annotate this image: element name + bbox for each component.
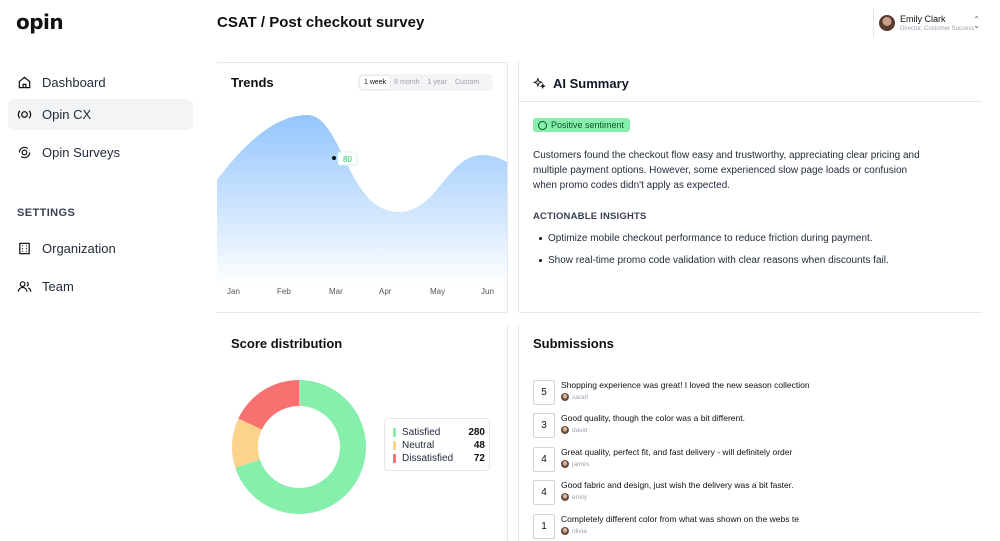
submission-text: Completely different color from what was… (561, 514, 799, 524)
score-legend: Satisfied 280 Neutral 48 Dissatisfied 72 (384, 418, 490, 471)
insights-heading: ACTIONABLE INSIGHTS (533, 211, 647, 222)
score-box: 3 (533, 413, 555, 438)
score-box: 4 (533, 447, 555, 472)
range-selector: 1 week 6 month 1 year Custom (358, 74, 493, 91)
score-box: 5 (533, 380, 555, 405)
submission-text: Good fabric and design, just wish the de… (561, 480, 794, 490)
submission-row[interactable]: 3 Good quality, though the color was a b… (533, 413, 953, 441)
building-icon (19, 242, 30, 255)
sidebar-item-label: Opin Surveys (42, 145, 121, 160)
bullet-icon (539, 237, 542, 240)
sidebar-item-opin-cx[interactable]: Opin CX (8, 99, 193, 130)
sidebar-item-organization[interactable]: Organization (8, 233, 193, 264)
donut-slice-dissatisfied (238, 380, 299, 430)
user-role: Director, Customer Success (900, 25, 975, 32)
settings-heading: SETTINGS (17, 207, 76, 219)
trends-area-chart: 80 (217, 115, 507, 285)
trends-title: Trends (231, 75, 274, 90)
avatar (561, 493, 569, 501)
sidebar-item-team[interactable]: Team (8, 271, 193, 302)
submission-text: Shopping experience was great! I loved t… (561, 380, 810, 390)
range-custom[interactable]: Custom (454, 79, 480, 86)
trend-tooltip: 80 (337, 151, 358, 166)
surveys-icon (18, 146, 31, 159)
donut-slice-satisfied (235, 380, 366, 514)
submission-user: olivia (561, 527, 587, 535)
user-menu[interactable]: Emily Clark Director, Customer Success ⌃… (873, 8, 983, 38)
submission-user: david (561, 426, 588, 434)
legend-item-neutral: Neutral 48 (393, 439, 485, 452)
smiley-icon (538, 120, 547, 130)
submission-user: emily (561, 493, 587, 501)
month-label: May (430, 287, 446, 296)
avatar (561, 460, 569, 468)
submissions-title: Submissions (533, 336, 614, 351)
score-donut-chart (232, 380, 366, 514)
month-label: Mar (329, 287, 343, 296)
home-icon (18, 76, 31, 89)
range-1-year[interactable]: 1 year (427, 79, 447, 86)
avatar (561, 426, 569, 434)
avatar (879, 15, 895, 31)
legend-swatch (393, 441, 396, 450)
submission-text: Great quality, perfect fit, and fast del… (561, 447, 793, 457)
insight-item: Show real-time promo code validation wit… (539, 255, 889, 266)
brand-logo[interactable]: opin (16, 10, 64, 34)
avatar (561, 393, 569, 401)
sidebar-item-dashboard[interactable]: Dashboard (8, 67, 193, 98)
submission-user: james (561, 460, 589, 468)
month-label: Jun (481, 287, 494, 296)
bullet-icon (539, 259, 542, 262)
users-icon (17, 281, 32, 292)
page-title: CSAT / Post checkout survey (217, 14, 425, 31)
sentiment-badge: Positive sentiment (533, 118, 631, 132)
legend-swatch (393, 428, 396, 437)
submission-row[interactable]: 5 Shopping experience was great! I loved… (533, 380, 953, 408)
range-1-week[interactable]: 1 week (360, 76, 391, 89)
month-label: Apr (379, 287, 392, 296)
avatar (561, 527, 569, 535)
score-box: 4 (533, 480, 555, 505)
insight-item: Optimize mobile checkout performance to … (539, 233, 873, 244)
score-distribution-title: Score distribution (231, 336, 343, 351)
donut-slice-neutral (232, 418, 262, 468)
sidebar-item-label: Organization (42, 241, 116, 256)
month-label: Jan (227, 287, 240, 296)
submission-row[interactable]: 1 Completely different color from what w… (533, 514, 953, 541)
trend-area (217, 115, 507, 285)
user-name: Emily Clark (900, 13, 946, 24)
trend-point (332, 156, 336, 160)
range-6-month[interactable]: 6 month (394, 79, 420, 86)
tooltip-value: 80 (343, 155, 352, 164)
submission-user: sarah (561, 393, 588, 401)
submission-row[interactable]: 4 Great quality, perfect fit, and fast d… (533, 447, 953, 475)
submission-text: Good quality, though the color was a bit… (561, 413, 745, 423)
month-label: Feb (277, 287, 291, 296)
chevron-up-down-icon: ⌃ ⌄ (973, 15, 980, 30)
sparkle-icon (533, 77, 546, 90)
score-box: 1 (533, 514, 555, 539)
sidebar-item-label: Team (42, 279, 74, 294)
legend-item-dissatisfied: Dissatisfied 72 (393, 452, 485, 465)
legend-item-satisfied: Satisfied 280 (393, 426, 485, 439)
sidebar-item-opin-surveys[interactable]: Opin Surveys (8, 137, 193, 168)
sidebar-item-label: Dashboard (42, 75, 106, 90)
ai-summary-title: AI Summary (533, 76, 629, 91)
summary-text: Customers found the checkout flow easy a… (533, 150, 920, 191)
legend-swatch (393, 454, 396, 463)
submission-row[interactable]: 4 Good fabric and design, just wish the … (533, 480, 953, 508)
sidebar-item-label: Opin CX (42, 107, 92, 122)
cx-icon (17, 110, 32, 119)
